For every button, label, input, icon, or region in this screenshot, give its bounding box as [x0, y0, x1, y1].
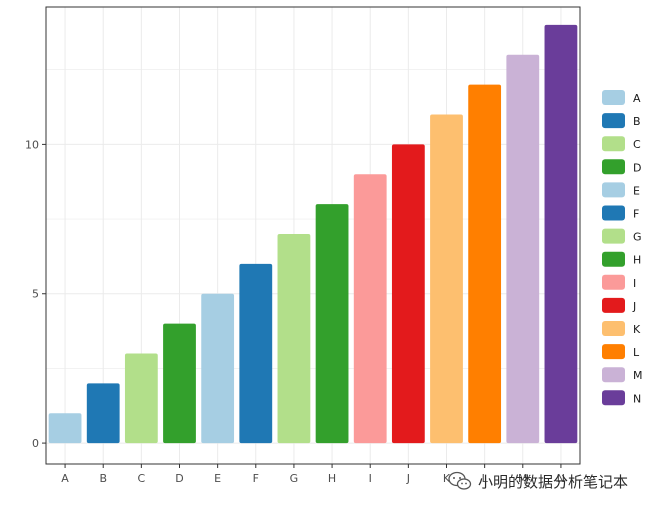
- legend-key-N: [602, 390, 625, 406]
- bar-A: [48, 413, 82, 444]
- legend-label: H: [633, 254, 641, 267]
- legend-key-A: [602, 90, 625, 105]
- y-tick-label: 0: [32, 437, 39, 450]
- watermark: 小明的数据分析笔记本: [448, 470, 628, 492]
- x-tick-label: D: [175, 472, 183, 485]
- legend-label: F: [633, 208, 639, 221]
- bar-J: [391, 144, 425, 444]
- x-tick-label: A: [61, 472, 69, 485]
- x-tick-label: K: [443, 472, 451, 485]
- bar-C: [124, 353, 158, 444]
- bar-H: [315, 204, 349, 444]
- legend-label: G: [633, 231, 642, 244]
- x-tick-label: J: [406, 472, 410, 485]
- x-tick-label: N: [557, 472, 565, 485]
- legend-key-F: [602, 205, 625, 221]
- wechat-icon: [448, 471, 472, 490]
- x-axis: A B C D E F G H I J K L M N: [61, 464, 565, 485]
- bar-N: [544, 24, 578, 444]
- y-tick-label: 5: [32, 288, 39, 301]
- legend-label: K: [633, 323, 641, 336]
- bar-B: [86, 383, 120, 444]
- legend-key-M: [602, 367, 625, 383]
- legend-key-G: [602, 228, 625, 244]
- bar-K: [430, 114, 463, 444]
- legend-key-D: [602, 159, 625, 175]
- x-tick-label: G: [290, 472, 299, 485]
- bar-E: [201, 293, 235, 444]
- x-tick-label: M: [518, 472, 528, 485]
- x-tick-label: C: [138, 472, 146, 485]
- legend-key-L: [602, 344, 625, 360]
- x-tick-label: B: [99, 472, 107, 485]
- legend-key-K: [602, 321, 625, 336]
- bars: [48, 24, 578, 444]
- legend-label: I: [633, 277, 636, 290]
- bar-D: [163, 323, 196, 444]
- x-tick-label: H: [328, 472, 336, 485]
- legend-key-E: [602, 182, 625, 198]
- x-tick-label: L: [482, 472, 489, 485]
- bar-G: [277, 234, 311, 444]
- bar-I: [353, 174, 387, 444]
- bar-M: [506, 54, 540, 444]
- legend-label: L: [633, 346, 640, 359]
- legend-label: N: [633, 392, 641, 405]
- bar-F: [239, 263, 273, 444]
- legend-label: J: [632, 300, 636, 313]
- x-tick-label: F: [253, 472, 259, 485]
- bar-L: [468, 84, 502, 444]
- legend-key-H: [602, 251, 625, 267]
- watermark-text: 小明的数据分析笔记本: [478, 472, 629, 491]
- legend-label: A: [633, 92, 641, 105]
- x-tick-label: E: [214, 472, 221, 485]
- legend-key-I: [602, 274, 625, 290]
- y-tick-label: 10: [25, 138, 39, 151]
- legend-label: E: [633, 184, 640, 197]
- x-tick-label: I: [369, 472, 372, 485]
- y-axis: 0 5 10: [25, 138, 46, 450]
- panel-border: [45, 6, 581, 465]
- legend-label: C: [633, 138, 641, 151]
- legend-label: D: [633, 161, 641, 174]
- legend-key-B: [602, 113, 625, 129]
- legend-label: M: [633, 369, 643, 382]
- legend-key-C: [602, 136, 625, 152]
- legend-label: B: [633, 115, 641, 128]
- legend-key-J: [602, 297, 625, 313]
